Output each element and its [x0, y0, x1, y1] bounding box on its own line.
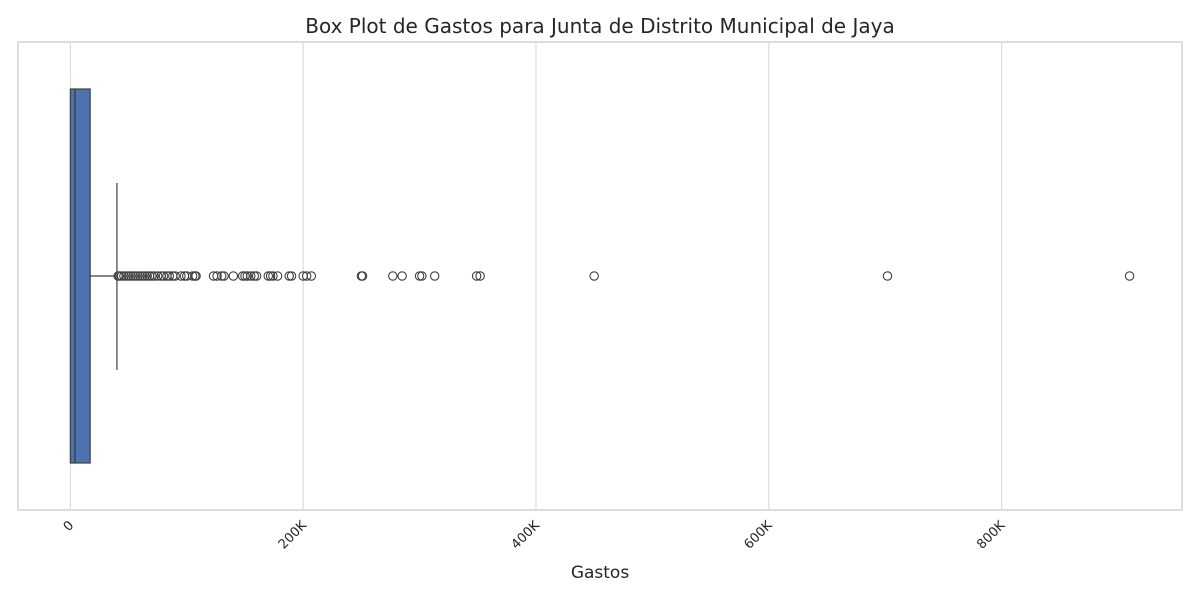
outlier-point [219, 271, 229, 281]
x-tick-label: 600K [741, 518, 776, 553]
outlier-point [284, 271, 294, 281]
outlier-point [263, 271, 274, 281]
box-series [69, 88, 118, 464]
outlier-point [249, 271, 260, 281]
x-tick-label: 200K [276, 518, 311, 553]
outlier-point [246, 271, 256, 281]
outlier-point [242, 271, 253, 281]
outlier-point [414, 271, 425, 281]
x-tick-label: 0 [61, 518, 77, 534]
outlier-point [123, 271, 134, 281]
outlier-point [149, 271, 159, 281]
outlier-point [286, 271, 297, 281]
outlier-point [268, 271, 278, 281]
outlier-point [176, 271, 186, 281]
outlier-point [137, 271, 148, 281]
outlier-point [130, 271, 141, 281]
outlier-point [126, 271, 136, 281]
outlier-point [140, 271, 150, 281]
outlier-point [228, 271, 239, 281]
outlier-point [164, 271, 175, 281]
outlier-point [251, 271, 262, 281]
outlier-point [882, 271, 893, 281]
plot-area-frame [17, 41, 1183, 511]
chart-title: Box Plot de Gastos para Junta de Distrit… [305, 14, 894, 38]
outlier-point [187, 271, 198, 281]
outlier-point [475, 271, 485, 281]
outlier-point [306, 271, 317, 281]
outlier-point [240, 271, 250, 281]
outlier-point [1124, 271, 1135, 281]
outlier-point [191, 271, 201, 281]
outlier-point [121, 271, 132, 281]
outlier-point [212, 271, 222, 281]
vertical-gridlines [69, 42, 1003, 510]
iqr-box [69, 88, 91, 464]
outlier-point [397, 271, 407, 281]
outlier-point [147, 271, 157, 281]
outlier-point [119, 271, 129, 281]
outlier-point [429, 271, 440, 281]
outlier-point [133, 271, 143, 281]
outlier-point [158, 271, 169, 281]
outlier-point [116, 271, 127, 281]
outlier-point [114, 271, 125, 281]
outlier-points [113, 271, 1135, 281]
outlier-point [135, 271, 145, 281]
outlier-point [152, 271, 163, 281]
x-tick-label: 400K [509, 518, 544, 553]
outlier-point [417, 271, 427, 281]
outlier-point [272, 271, 283, 281]
outlier-point [265, 271, 276, 281]
outlier-point [388, 271, 398, 281]
outlier-point [357, 271, 368, 281]
outlier-point [471, 271, 482, 281]
outlier-point [589, 271, 599, 281]
outlier-point [301, 271, 312, 281]
x-axis-label: Gastos [571, 563, 630, 583]
outlier-point [142, 271, 152, 281]
x-axis-ticks: 0 200K 400K 600K 800K [61, 518, 1009, 553]
outlier-point [128, 271, 138, 281]
outlier-point [170, 271, 180, 281]
outlier-point [216, 271, 227, 281]
x-tick-label: 800K [974, 518, 1009, 553]
